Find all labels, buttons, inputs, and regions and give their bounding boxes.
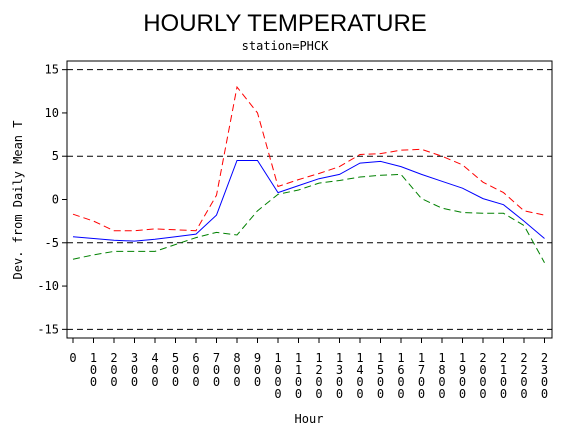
chart-title: HOURLY TEMPERATURE bbox=[143, 10, 427, 37]
y-axis-label: Dev. from Daily Mean T bbox=[11, 121, 25, 280]
chart-subtitle: station=PHCK bbox=[242, 39, 329, 53]
x-axis-label: Hour bbox=[295, 412, 324, 426]
x-axis: 0 1 0 0 2 0 0 3 0 0 4 0 0 5 0 0 6 0 0 7 0 0 8 0 0 9 0 0 1 0 0 0 1 1 0 0 1 2 0 0… bbox=[69, 338, 548, 401]
y-tick-label: 10 bbox=[45, 106, 59, 120]
series-line-2 bbox=[72, 160, 545, 242]
y-axis: -15 -10 -5 0 5 10 15 bbox=[37, 63, 67, 336]
y-tick-label: -10 bbox=[37, 279, 59, 293]
series-line-3 bbox=[72, 173, 545, 263]
reference-lines bbox=[67, 69, 552, 330]
plot-frame bbox=[66, 60, 553, 339]
y-tick-label: 15 bbox=[45, 63, 59, 77]
y-tick-label: 5 bbox=[52, 149, 59, 163]
y-tick-label: -15 bbox=[37, 322, 59, 336]
series-layer bbox=[72, 85, 545, 263]
y-tick-label: 0 bbox=[52, 193, 59, 207]
x-tick-label: 0 bbox=[69, 351, 76, 365]
y-tick-label: -5 bbox=[45, 236, 59, 250]
series-line-1 bbox=[72, 85, 545, 232]
